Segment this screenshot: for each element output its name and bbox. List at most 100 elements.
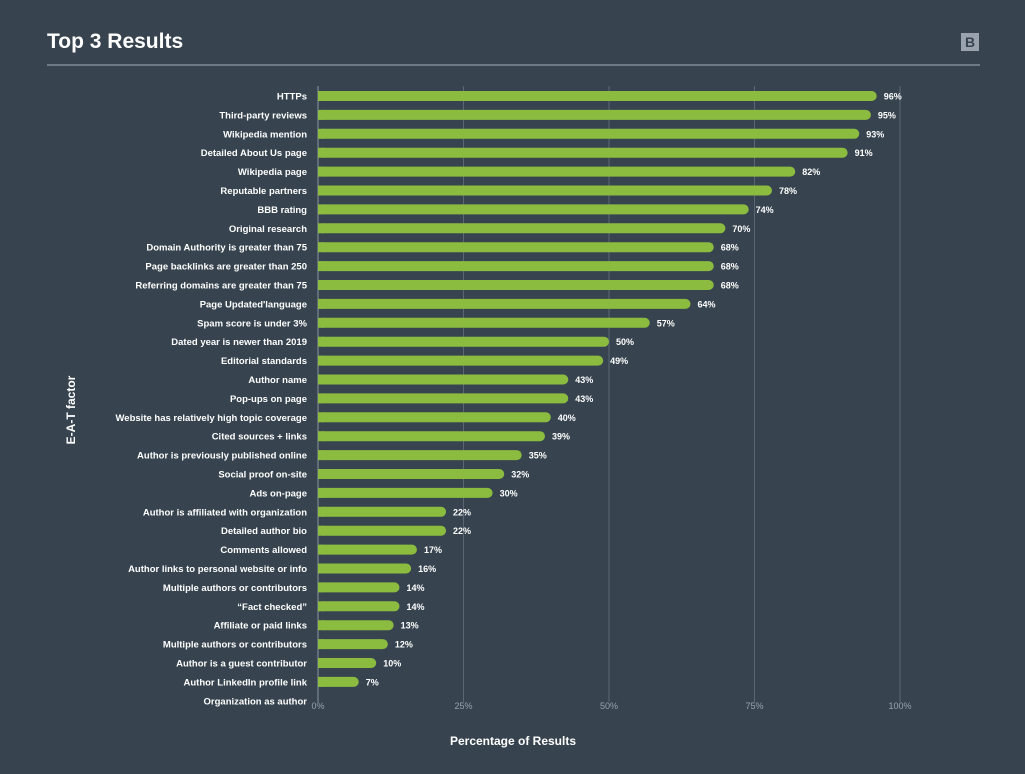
category-label: Cited sources + links [212,432,307,443]
value-label: 35% [529,451,547,461]
category-label: Website has relatively high topic covera… [116,413,307,424]
chart-title: Top 3 Results [47,30,183,53]
category-label: Author is affiliated with organization [143,507,307,518]
bar-base [318,676,324,687]
bar-base [318,298,324,309]
bar-base [318,525,324,536]
y-axis-label: E-A-T factor [64,375,78,444]
bar-base [318,601,324,612]
bar-base [318,204,324,215]
bar [318,223,726,234]
category-label: Referring domains are greater than 75 [135,281,307,292]
value-label: 12% [395,640,413,650]
logo-icon: B [961,33,979,51]
logo-letter: B [965,34,975,50]
value-label: 93% [866,129,884,139]
bar-base [318,639,324,650]
bar [318,412,551,423]
category-label: “Fact checked” [237,602,307,613]
category-label: Dated year is newer than 2019 [171,337,307,348]
x-tick-label: 100% [888,701,911,711]
bar-base [318,582,324,593]
value-label: 49% [610,356,628,366]
bar [318,676,359,687]
category-label: Author is a guest contributor [176,659,307,670]
category-label: Social proof on-site [218,470,307,481]
category-label: Editorial standards [221,356,307,367]
bar [318,185,772,196]
bar [318,487,493,498]
bar [318,147,848,158]
category-label: Comments allowed [220,545,307,556]
category-label: Author links to personal website or info [128,564,307,575]
bar [318,431,545,442]
value-label: 39% [552,432,570,442]
category-label: Page Updated'language [200,299,307,310]
value-label: 43% [575,375,593,385]
bar-base [318,658,324,668]
bar-base [318,620,324,631]
value-label: 78% [779,186,797,196]
category-label: Pop-ups on page [230,394,307,405]
bar [318,544,417,555]
bar-base [318,336,324,347]
bar-base [318,469,324,479]
bar-base [318,109,324,120]
bar [318,128,860,139]
value-label: 32% [511,470,529,480]
category-label: Affiliate or paid links [214,621,307,632]
category-label: Organization as author [204,696,308,707]
category-label: Domain Authority is greater than 75 [146,243,307,254]
value-label: 30% [500,488,518,498]
bar-base [318,280,324,290]
value-label: 16% [418,564,436,574]
value-label: 64% [697,299,715,309]
x-tick-label: 75% [745,701,763,711]
bar [318,242,714,253]
bar [318,450,522,461]
bar-base [318,223,324,234]
bar [318,204,749,215]
bar-base [318,412,324,423]
category-label: Author is previously published online [137,451,307,462]
bar-base [318,147,324,158]
category-label: Multiple authors or contributors [163,583,307,594]
bar [318,298,691,309]
value-label: 50% [616,337,634,347]
category-label: Spam score is under 3% [197,318,307,329]
value-label: 17% [424,545,442,555]
bar-base [318,544,324,555]
bar-base [318,317,324,328]
bar [318,317,650,328]
value-label: 70% [732,224,750,234]
value-label: 68% [721,243,739,253]
category-label: Author LinkedIn profile link [184,677,308,688]
value-label: 95% [878,110,896,120]
category-label: Third-party reviews [219,110,307,121]
value-label: 74% [756,205,774,215]
bar [318,374,569,385]
bar-base [318,563,324,574]
bar [318,601,400,612]
bar [318,658,377,668]
bar [318,355,604,366]
value-label: 68% [721,262,739,272]
bar [318,91,877,101]
bar-base [318,242,324,253]
bar-base [318,128,324,139]
category-label: Page backlinks are greater than 250 [145,262,307,273]
value-label: 68% [721,281,739,291]
value-label: 10% [383,659,401,669]
bar-base [318,166,324,177]
value-label: 96% [884,92,902,102]
x-tick-label: 0% [311,701,324,711]
bar-base [318,374,324,385]
category-label: Author name [248,375,307,386]
x-tick-label: 25% [454,701,472,711]
value-label: 13% [401,621,419,631]
bar [318,620,394,631]
value-label: 14% [406,583,424,593]
bar [318,393,569,404]
bar-base [318,185,324,196]
